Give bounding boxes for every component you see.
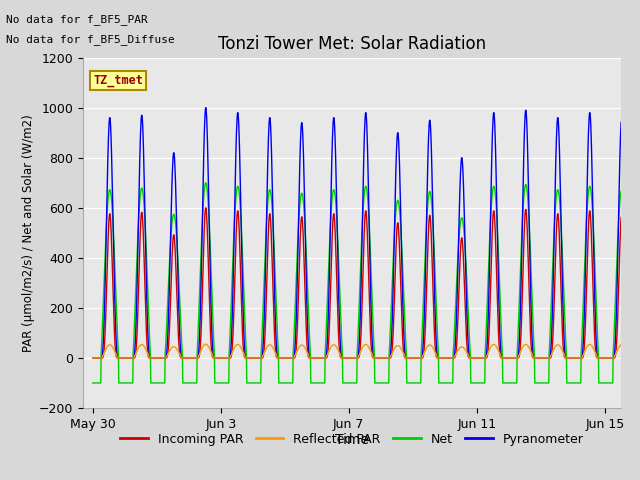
Text: TZ_tmet: TZ_tmet (93, 74, 143, 87)
Text: No data for f_BF5_PAR: No data for f_BF5_PAR (6, 14, 148, 25)
Legend: Incoming PAR, Reflected PAR, Net, Pyranometer: Incoming PAR, Reflected PAR, Net, Pyrano… (115, 428, 589, 451)
Title: Tonzi Tower Met: Solar Radiation: Tonzi Tower Met: Solar Radiation (218, 35, 486, 53)
X-axis label: Time: Time (335, 433, 369, 447)
Y-axis label: PAR (μmol/m2/s) / Net and Solar (W/m2): PAR (μmol/m2/s) / Net and Solar (W/m2) (22, 114, 35, 352)
Text: No data for f_BF5_Diffuse: No data for f_BF5_Diffuse (6, 34, 175, 45)
